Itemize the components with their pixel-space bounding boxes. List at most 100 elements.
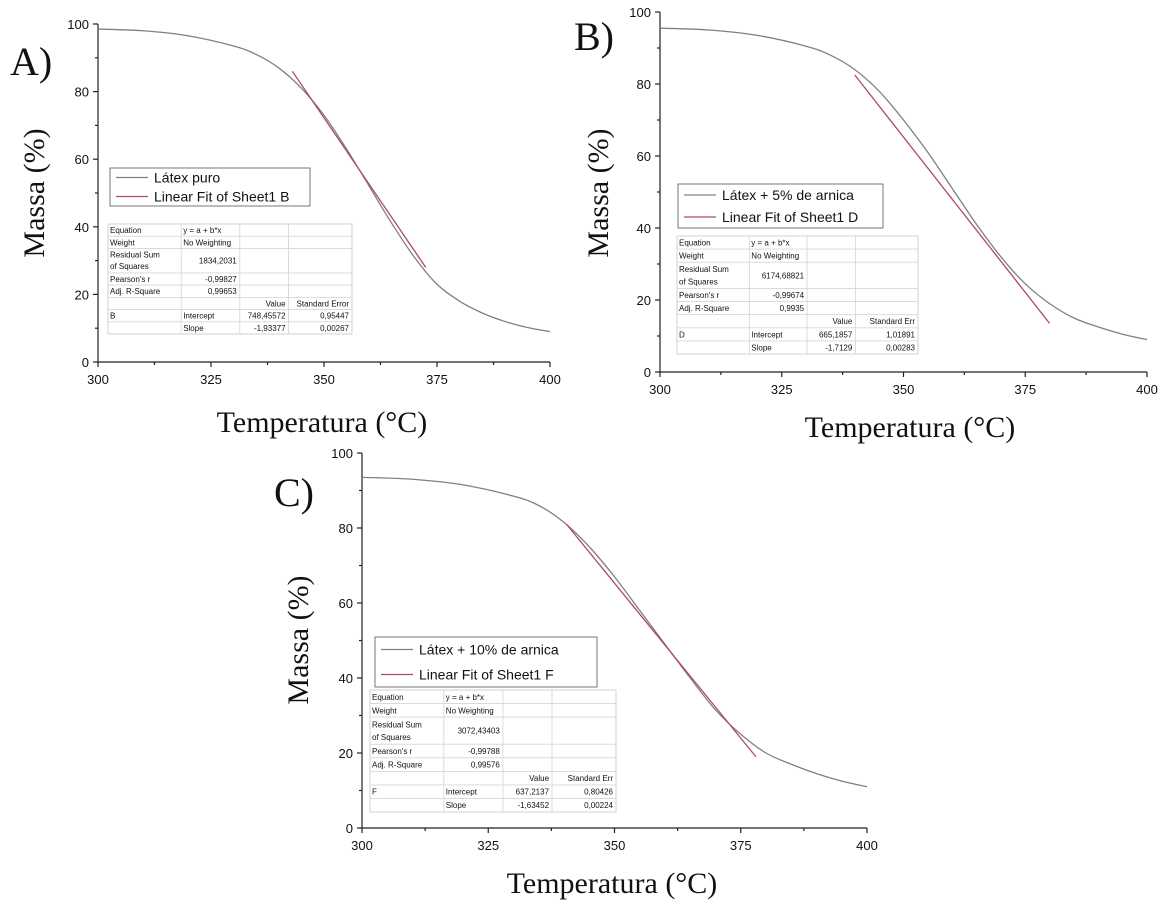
fit-table-text: -1,7129: [825, 343, 853, 352]
fit-table-text: Intercept: [751, 330, 783, 339]
fit-table-text: No Weighting: [446, 706, 494, 715]
y-tick-label: 80: [75, 85, 89, 100]
fit-table-text: F: [372, 788, 377, 797]
chart-panel: A) 0 20 40 60 80 100 300 325 350 375 400 Temperatura…: [10, 17, 561, 439]
y-axis-title: Massa (%): [582, 128, 615, 257]
y-tick-label: 20: [75, 287, 89, 302]
fit-table-cell: [551, 798, 617, 813]
fit-table-text: Adj. R-Square: [679, 304, 730, 313]
y-axis-title: Massa (%): [282, 575, 315, 704]
y-tick-label: 60: [75, 152, 89, 167]
panel-letter: C): [274, 470, 314, 515]
fit-table-text: 0,00267: [320, 324, 349, 333]
fit-table-text: 0,00283: [886, 343, 915, 352]
fit-table-text: Residual Sum of Squares: [679, 265, 729, 286]
fit-table-text: Weight: [372, 706, 398, 715]
chart-panel: B) 0 20 40 60 80 100 300 325 350 375 400 Temperatura…: [574, 5, 1158, 444]
mass-loss-curve: [361, 476, 868, 788]
chart-panel: C) 0 20 40 60 80 100 300 325 350 375 400 Temperatura…: [274, 446, 878, 900]
legend: Látex + 10% de arnica Linear Fit of Sheet…: [374, 636, 598, 688]
y-tick-label: 40: [339, 671, 353, 686]
y-tick-label: 100: [67, 17, 89, 32]
fit-table-text: 3072,43403: [458, 727, 501, 736]
y-tick-label: 0: [644, 365, 651, 380]
x-tick-label: 350: [604, 838, 626, 853]
fit-table-text: 0,99653: [208, 287, 237, 296]
fit-table-text: Standard Err: [870, 317, 916, 326]
fit-table-text: Slope: [751, 343, 772, 352]
x-tick-label: 350: [313, 372, 335, 387]
x-tick-label: 325: [771, 382, 793, 397]
x-tick-label: 375: [426, 372, 448, 387]
x-tick-label: 400: [1136, 382, 1158, 397]
y-tick-label: 20: [637, 293, 651, 308]
fit-table-text: 6174,68821: [762, 271, 805, 280]
fit-table-text: 1834,2031: [199, 257, 237, 266]
x-tick-label: 325: [477, 838, 499, 853]
fit-table-text: Pearson's r: [110, 275, 151, 284]
x-tick-label: 350: [893, 382, 915, 397]
fit-table-text: Standard Error: [297, 299, 350, 308]
y-tick-label: 80: [637, 77, 651, 92]
fit-table-box: [676, 235, 919, 355]
fit-table-text: -1,63452: [517, 801, 549, 810]
y-tick-label: 80: [339, 521, 353, 536]
fit-table-text: Value: [529, 774, 549, 783]
fit-table-text: 637,2137: [516, 788, 550, 797]
fit-table-text: Residual Sum of Squares: [110, 251, 160, 272]
x-tick-label: 300: [351, 838, 373, 853]
fit-table-text: 665,1857: [819, 330, 853, 339]
fit-table-text: y = a + b*x: [183, 226, 221, 235]
fit-table: Equation y = a + b*x Weight No Weighting Res…: [676, 235, 919, 355]
x-axis-title: Temperatura (°C): [217, 406, 428, 439]
fit-table-text: 0,80426: [584, 788, 613, 797]
x-tick-label: 325: [200, 372, 222, 387]
fit-table-text: y = a + b*x: [446, 693, 484, 702]
x-tick-label: 300: [649, 382, 671, 397]
fit-table-text: Slope: [183, 324, 204, 333]
fit-table-text: Residual Sum of Squares: [372, 720, 422, 742]
fit-table-text: Equation: [679, 239, 711, 248]
fit-table-text: Pearson's r: [372, 747, 413, 756]
panel-letter: B): [574, 14, 614, 59]
fit-table-text: 748,45572: [248, 312, 286, 321]
x-tick-label: 400: [539, 372, 561, 387]
x-tick-label: 375: [1014, 382, 1036, 397]
fit-table-cell: [288, 321, 353, 335]
legend-entry: Linear Fit of Sheet1 F: [419, 667, 554, 683]
legend: Látex + 5% de arnica Linear Fit of Sheet1…: [677, 183, 884, 229]
fit-table-text: 0,95447: [320, 312, 349, 321]
fit-table-text: 0,00224: [584, 801, 613, 810]
mass-loss-curve: [659, 27, 1148, 341]
fit-table-text: Value: [832, 317, 852, 326]
fit-table-text: -0,99674: [773, 291, 805, 300]
fit-table-text: y = a + b*x: [751, 239, 789, 248]
y-tick-label: 60: [637, 149, 651, 164]
legend-box: [677, 183, 884, 229]
legend-entry: Linear Fit of Sheet1 B: [154, 189, 289, 205]
fit-table-text: No Weighting: [183, 238, 231, 247]
fit-table-text: Adj. R-Square: [372, 761, 423, 770]
legend-entry: Látex + 10% de arnica: [419, 642, 559, 658]
y-tick-label: 0: [82, 355, 89, 370]
y-tick-label: 40: [75, 220, 89, 235]
fit-table-text: Value: [266, 299, 286, 308]
y-tick-label: 40: [637, 221, 651, 236]
x-tick-label: 400: [856, 838, 878, 853]
fit-table-text: Intercept: [446, 788, 478, 797]
panel-letter: A): [10, 39, 52, 84]
fit-table-text: Weight: [110, 238, 136, 247]
fit-table-text: 0,99576: [471, 761, 500, 770]
fit-table-text: Adj. R-Square: [110, 287, 161, 296]
fit-table-text: -1,93377: [254, 324, 286, 333]
fit-table: Equation y = a + b*x Weight No Weighting Res…: [369, 689, 617, 813]
fit-table-text: Equation: [110, 226, 142, 235]
y-tick-label: 20: [339, 746, 353, 761]
legend-entry: Linear Fit of Sheet1 D: [722, 209, 858, 225]
fit-table-text: No Weighting: [751, 252, 799, 261]
legend-box: [109, 167, 311, 207]
fit-table: Equation y = a + b*x Weight No Weighting Res…: [107, 223, 353, 335]
fit-table-cell: [854, 340, 919, 355]
x-tick-label: 300: [87, 372, 109, 387]
